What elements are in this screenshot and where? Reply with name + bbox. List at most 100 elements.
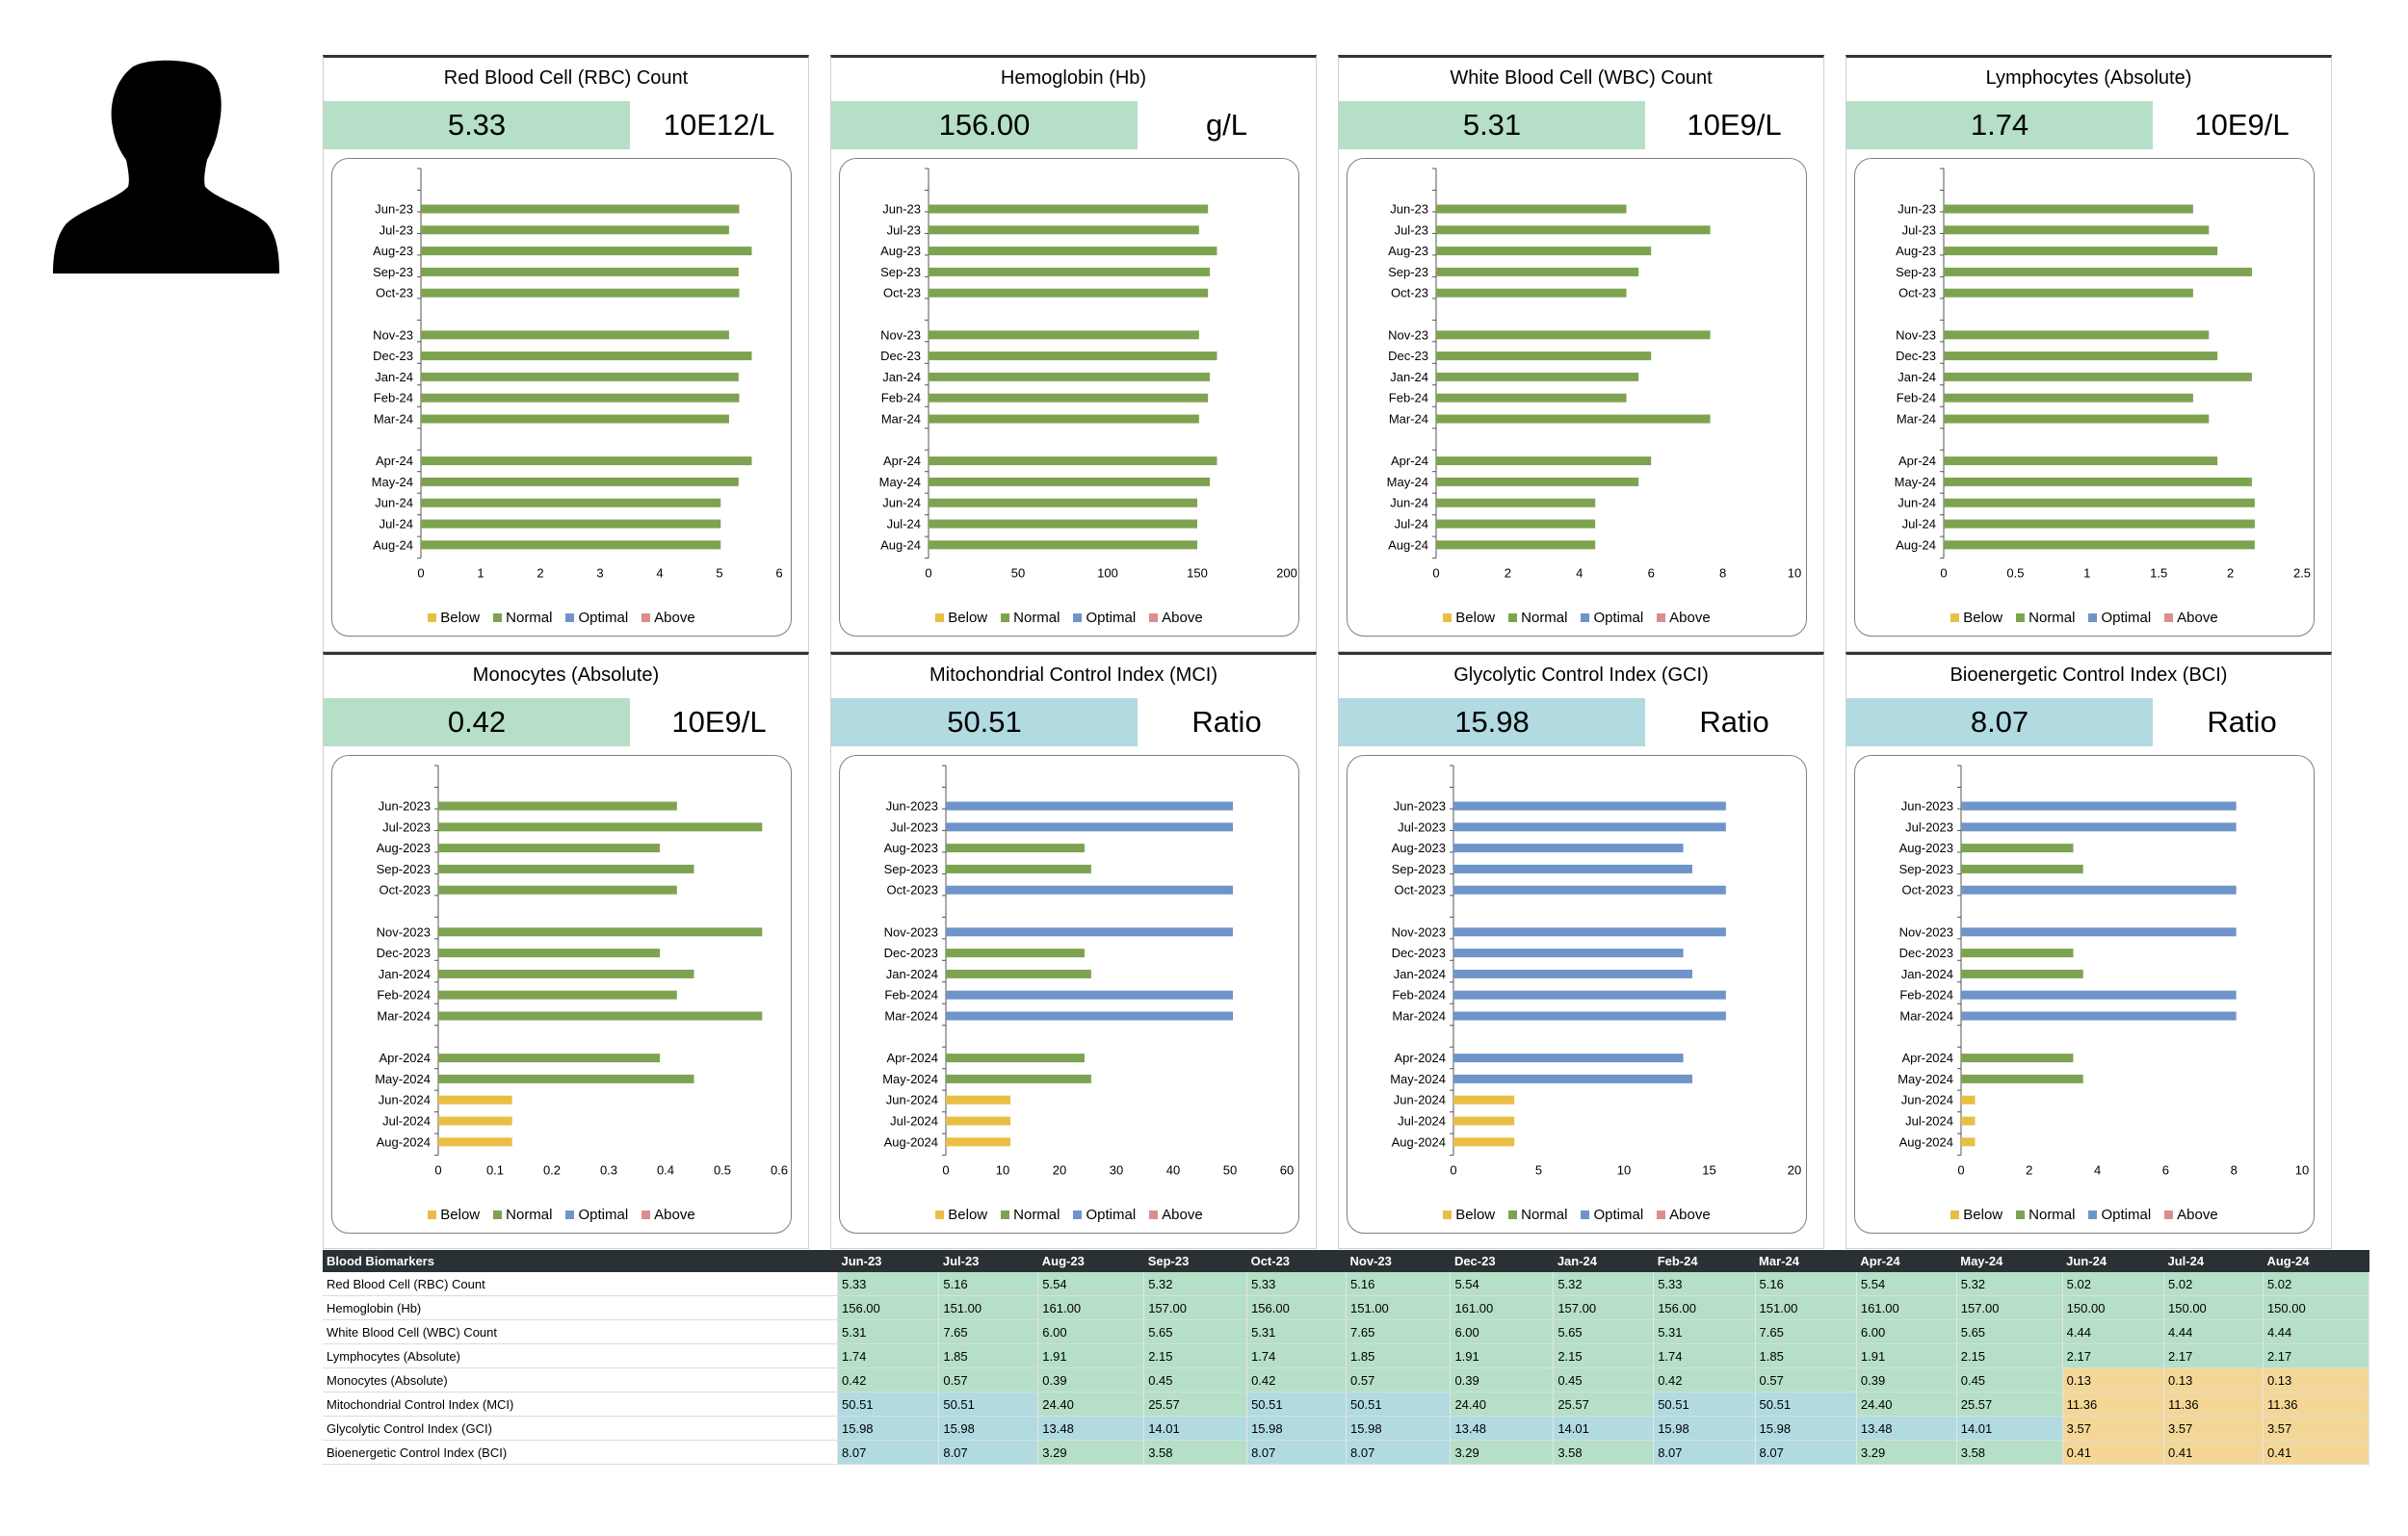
legend-normal: Normal <box>1508 610 1567 626</box>
x-tick-label: 6 <box>2162 1163 2169 1178</box>
current-value: 156.00 <box>831 101 1138 149</box>
table-cell: 2.17 <box>2163 1343 2264 1368</box>
category-label: May-2024 <box>1390 1072 1446 1086</box>
bar <box>1961 1137 1976 1147</box>
bar <box>1961 1011 2237 1021</box>
table-cell: 1.91 <box>1037 1343 1145 1368</box>
chart-legend: Below Normal Optimal Above <box>332 610 791 626</box>
row-label: White Blood Cell (WBC) Count <box>323 1319 838 1344</box>
category-label: Jun-2023 <box>379 799 431 814</box>
table-cell: 0.42 <box>837 1367 940 1393</box>
x-tick-label: 8 <box>1719 566 1726 581</box>
chart-box: Jun-2023 Jul-2023 Aug-2023 Sep-2023 Oct-2023… <box>839 755 1299 1234</box>
category-label: Nov-2023 <box>884 924 938 939</box>
panel-title: Glycolytic Control Index (GCI) <box>1453 664 1709 686</box>
table-header-month: Aug-23 <box>1037 1250 1144 1272</box>
x-tick-label: 15 <box>1702 1163 1715 1178</box>
legend-swatch-above <box>1657 1211 1666 1219</box>
bar <box>1961 1054 2074 1063</box>
x-tick-label: 0 <box>417 566 424 581</box>
table-cell: 50.51 <box>837 1392 940 1417</box>
table-cell: 150.00 <box>2062 1295 2165 1320</box>
category-label: Dec-23 <box>1896 349 1936 363</box>
bar <box>1453 1137 1515 1147</box>
category-label: Feb-24 <box>1897 391 1936 405</box>
bar <box>1453 1095 1515 1105</box>
legend-normal: Normal <box>2016 610 2075 626</box>
x-tick-label: 2 <box>2026 1163 2032 1178</box>
table-cell: 156.00 <box>1246 1295 1348 1320</box>
category-label: Sep-23 <box>373 265 413 279</box>
row-label: Red Blood Cell (RBC) Count <box>323 1272 838 1296</box>
table-cell: 5.54 <box>1450 1272 1555 1296</box>
x-tick-label: 4 <box>656 566 663 581</box>
category-label: Apr-24 <box>376 454 413 468</box>
bar <box>946 927 1234 937</box>
category-label: Feb-2024 <box>1392 988 1446 1002</box>
bar <box>438 990 677 1000</box>
bar <box>421 288 740 298</box>
table-cell: 8.07 <box>1246 1440 1348 1465</box>
table-cell: 50.51 <box>1653 1392 1756 1417</box>
table-cell: 150.00 <box>2263 1295 2370 1320</box>
x-tick-label: 0 <box>942 1163 949 1178</box>
table-cell: 2.17 <box>2263 1343 2370 1368</box>
table-cell: 5.65 <box>1956 1319 2063 1344</box>
category-label: Apr-2024 <box>1902 1051 1953 1065</box>
table-cell: 11.36 <box>2263 1392 2370 1417</box>
legend-swatch-normal <box>2016 613 2026 622</box>
category-label: Jun-2023 <box>1901 799 1953 814</box>
bar <box>438 844 661 853</box>
table-cell: 24.40 <box>1856 1392 1957 1417</box>
unit-label: 10E9/L <box>2194 108 2290 142</box>
bar <box>1944 288 2193 298</box>
table-cell: 2.15 <box>1553 1343 1655 1368</box>
category-label: Jul-2024 <box>1905 1114 1953 1129</box>
bar <box>1453 844 1684 853</box>
panel-title: Bioenergetic Control Index (BCI) <box>1950 664 2228 686</box>
category-label: Mar-2024 <box>1899 1009 1953 1024</box>
legend-swatch-normal <box>1508 1211 1518 1219</box>
table-cell: 13.48 <box>1037 1416 1145 1441</box>
legend-swatch-optimal <box>565 1211 575 1219</box>
bar <box>438 1116 512 1126</box>
bar <box>1944 330 2210 340</box>
bar <box>1961 864 2083 873</box>
bar-chart: Jun-2023 Jul-2023 Aug-2023 Sep-2023 Oct-2023… <box>1390 765 1801 1178</box>
bar <box>946 844 1085 853</box>
table-cell: 0.41 <box>2163 1440 2264 1465</box>
x-tick-label: 0 <box>925 566 931 581</box>
category-label: Oct-23 <box>376 286 413 300</box>
table-cell: 151.00 <box>1755 1295 1857 1320</box>
table-cell: 3.29 <box>1037 1440 1145 1465</box>
table-header-month: Feb-24 <box>1653 1250 1756 1272</box>
category-label: Jun-24 <box>1390 496 1428 510</box>
legend-below: Below <box>1950 610 2002 626</box>
bar <box>421 477 739 486</box>
table-header-month: Jun-23 <box>837 1250 939 1272</box>
table-cell: 0.45 <box>1956 1367 2063 1393</box>
unit-label: Ratio <box>1699 705 1769 739</box>
legend-swatch-below <box>428 1211 437 1219</box>
table-header-month: Sep-23 <box>1143 1250 1247 1272</box>
bar <box>929 477 1211 486</box>
table-cell: 150.00 <box>2163 1295 2264 1320</box>
table-cell: 5.54 <box>1856 1272 1957 1296</box>
category-label: Feb-24 <box>374 391 413 405</box>
bar <box>1944 456 2218 466</box>
table-cell: 161.00 <box>1856 1295 1957 1320</box>
category-label: Jul-23 <box>1395 222 1428 237</box>
chart-legend: Below Normal Optimal Above <box>1855 610 2314 626</box>
category-label: Dec-2023 <box>1392 946 1446 960</box>
table-row: Glycolytic Control Index (GCI) 15.98 15.98… <box>323 1416 2370 1441</box>
category-label: Jun-23 <box>882 202 921 217</box>
bar <box>1944 414 2210 424</box>
category-label: Oct-23 <box>1898 286 1936 300</box>
bar <box>946 990 1234 1000</box>
bar <box>421 540 721 550</box>
bar <box>421 247 752 256</box>
chart-box: Jun-23 Jul-23 Aug-23 Sep-23 Oct-23 Nov-23 Dec-… <box>1347 158 1807 637</box>
bar <box>946 1116 1011 1126</box>
legend-below: Below <box>1443 1207 1495 1223</box>
category-label: Sep-2023 <box>377 862 431 876</box>
